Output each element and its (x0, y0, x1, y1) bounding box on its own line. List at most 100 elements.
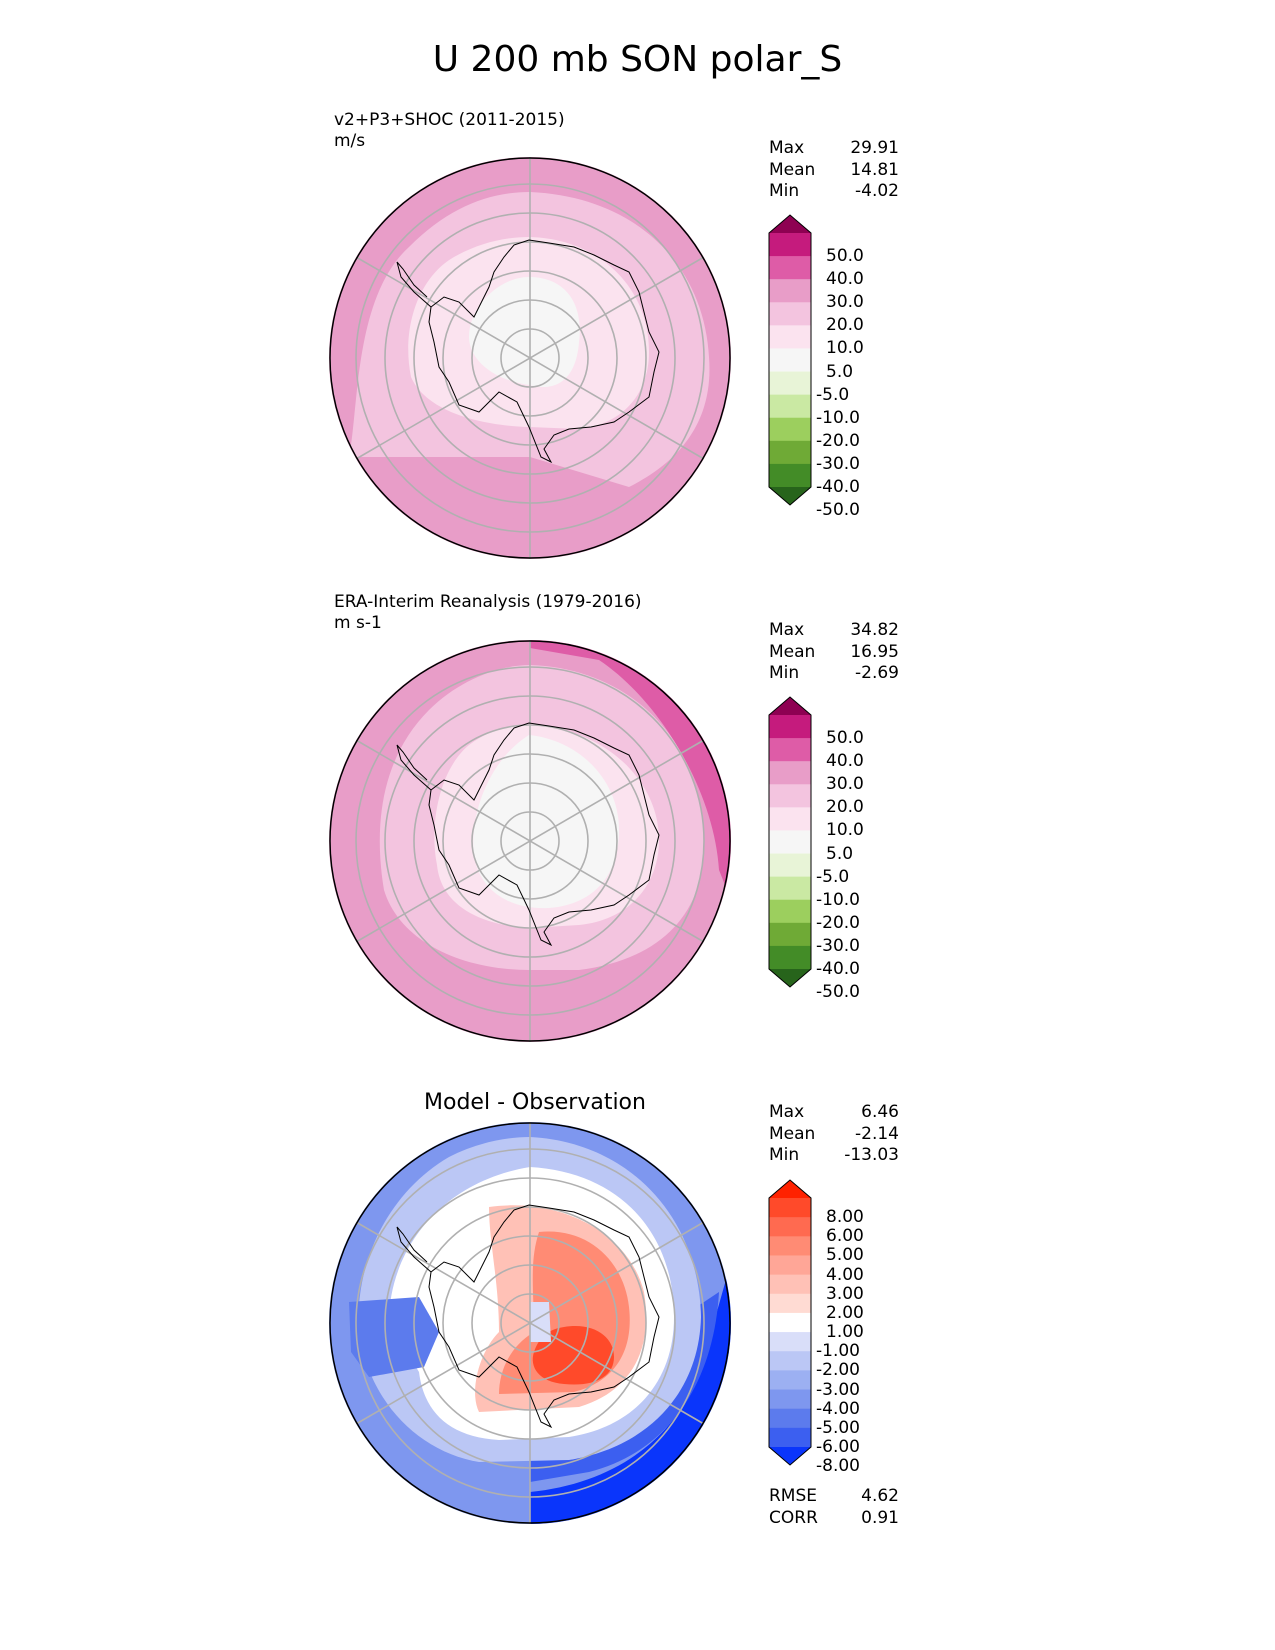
stat-mean-label: Mean (769, 1123, 816, 1144)
colorbar-tick-label: 2.00 (826, 1302, 864, 1323)
colorbar-extend-top (769, 697, 811, 715)
stat-min-label: Min (769, 181, 800, 201)
colorbar-segment (769, 417, 811, 442)
map3-graticule (355, 1122, 705, 1524)
colorbar-segment (769, 807, 811, 832)
colorbar-segment (769, 1255, 811, 1276)
stat-max-label: Max (769, 1102, 805, 1122)
colorbar-segment (769, 1236, 811, 1257)
colorbar-tick-label: -4.00 (816, 1398, 860, 1419)
colorbar-segment (769, 348, 811, 373)
colorbar-segment (769, 440, 811, 465)
stat-min-label: Min (769, 663, 800, 683)
colorbar-tick-label: 50.0 (826, 728, 864, 749)
colorbar-segment (769, 1332, 811, 1352)
colorbar-segment (769, 233, 811, 257)
colorbar-tick-label: 30.0 (826, 292, 864, 313)
colorbar-tick-label: 1.00 (826, 1322, 864, 1343)
rmse-value: 4.62 (861, 1486, 899, 1506)
panel-1-stats: Max 29.91 Mean 14.81 Min -4.02 (769, 138, 899, 203)
colorbar-extend-bottom (769, 487, 811, 505)
stat-max-value: 34.82 (850, 620, 899, 640)
colorbar-segment (769, 371, 811, 396)
colorbar-tick-label: 5.00 (826, 1245, 864, 1266)
colorbar-tick-label: -30.0 (816, 453, 860, 474)
colorbar-tick-label: -3.00 (816, 1379, 860, 1400)
colorbar-tick-label: -8.00 (816, 1456, 860, 1477)
colorbar-segment (769, 256, 811, 280)
panel-1-title: v2+P3+SHOC (2011-2015) (334, 110, 565, 130)
colorbar-tick-label: 50.0 (826, 246, 864, 267)
rmse-label: RMSE (769, 1486, 818, 1506)
colorbar-tick-label: -5.0 (816, 384, 850, 405)
colorbar-extend-bottom (769, 969, 811, 987)
colorbar-tick-label: 10.0 (826, 820, 864, 841)
stat-mean-value: -2.14 (855, 1123, 899, 1144)
colorbar-segment (769, 394, 811, 419)
panel-1-units: m/s (334, 131, 366, 151)
colorbar-segment (769, 1389, 811, 1410)
colorbar-extend-bottom (769, 1447, 811, 1465)
colorbar-extend-top (769, 215, 811, 233)
panel-1-map (329, 157, 731, 559)
panel-1-colorbar (768, 214, 812, 506)
colorbar-tick-label: -50.0 (816, 500, 860, 521)
stat-min-value: -2.69 (855, 663, 899, 683)
colorbar-outline (768, 696, 812, 988)
map3-coastline (396, 1204, 660, 1429)
stat-mean-label: Mean (769, 641, 816, 662)
colorbar-segment (769, 922, 811, 947)
map1-graticule (355, 157, 705, 559)
panel-2-map (329, 640, 731, 1042)
colorbar-tick-label: 40.0 (826, 751, 864, 772)
colorbar-tick-label: 8.00 (826, 1207, 864, 1228)
colorbar-tick-label: 5.0 (826, 361, 854, 382)
colorbar-segment (769, 945, 811, 970)
stat-mean-value: 16.95 (850, 641, 899, 662)
colorbar-tick-label: 3.00 (826, 1283, 864, 1304)
colorbar-segment (769, 1427, 811, 1448)
colorbar-segment (769, 784, 811, 808)
colorbar-segment (769, 302, 811, 326)
panel-2-units: m s-1 (334, 613, 382, 633)
colorbar-tick-label: 30.0 (826, 774, 864, 795)
map2-graticule (355, 640, 705, 1042)
panel-2-colorbar-labels: 50.0 40.0 30.0 20.0 10.0 5.0 -5.0 -10.0 -20.0 -30… (816, 697, 896, 1002)
colorbar-segment (769, 1198, 811, 1218)
map1-coastline (396, 239, 660, 464)
stat-min-value: -13.03 (844, 1145, 899, 1165)
colorbar-segment (769, 279, 811, 303)
colorbar-extend-top (769, 1180, 811, 1198)
colorbar-tick-label: -30.0 (816, 935, 860, 956)
stat-max-value: 6.46 (861, 1102, 899, 1122)
colorbar-tick-label: -5.0 (816, 866, 850, 887)
colorbar-segment (769, 1408, 811, 1429)
colorbar-segment (769, 1370, 811, 1391)
corr-label: CORR (769, 1507, 818, 1528)
colorbar-segment (769, 1312, 811, 1333)
colorbar-outline (768, 214, 812, 506)
corr-value: 0.91 (861, 1507, 899, 1528)
panel-2-title: ERA-Interim Reanalysis (1979-2016) (334, 592, 642, 612)
colorbar-outline (768, 1179, 812, 1466)
panel-3-colorbar-labels: 8.00 6.00 5.00 4.00 3.00 2.00 1.00 -1.00 -2.00 -3… (816, 1180, 896, 1476)
stat-min-value: -4.02 (855, 181, 899, 201)
colorbar-segment (769, 325, 811, 350)
colorbar-segment (769, 1293, 811, 1314)
colorbar-tick-label: 4.00 (826, 1264, 864, 1285)
panel-3-stats: Max 6.46 Mean -2.14 Min -13.03 (769, 1102, 899, 1167)
panel-1-colorbar-labels: 50.0 40.0 30.0 20.0 10.0 5.0 -5.0 -10.0 -20.0 -30… (816, 215, 896, 520)
panel-2-stats: Max 34.82 Mean 16.95 Min -2.69 (769, 620, 899, 685)
colorbar-segment (769, 853, 811, 878)
colorbar-segment (769, 715, 811, 739)
colorbar-segment (769, 738, 811, 762)
stat-mean-value: 14.81 (850, 159, 899, 180)
colorbar-segment (769, 876, 811, 901)
panel-3-colorbar (768, 1179, 812, 1466)
colorbar-segment (769, 899, 811, 924)
panel-3-map (329, 1122, 731, 1524)
colorbar-tick-label: -10.0 (816, 407, 860, 428)
stat-max-value: 29.91 (850, 138, 899, 158)
colorbar-tick-label: -20.0 (816, 912, 860, 933)
colorbar-tick-label: -20.0 (816, 430, 860, 451)
